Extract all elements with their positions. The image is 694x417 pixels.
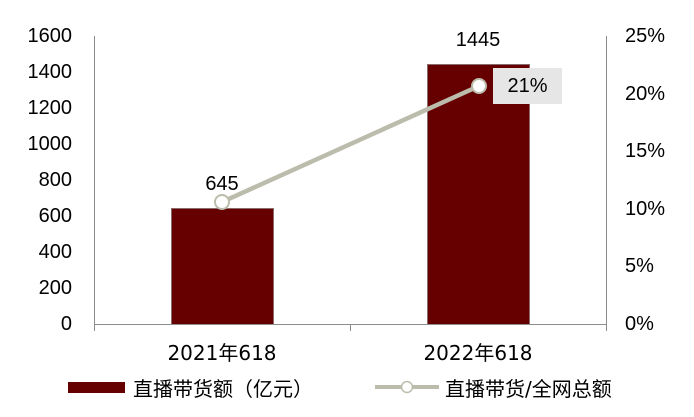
bar-label-2022: 1445 xyxy=(455,29,501,51)
right-tick-0: 0% xyxy=(625,313,654,335)
legend-bar-label: 直播带货额（亿元） xyxy=(133,376,313,401)
legend-line-marker-icon xyxy=(375,380,439,394)
left-tick-0: 0 xyxy=(60,313,72,335)
right-tick-25: 25% xyxy=(625,25,666,47)
left-tick-1200: 1200 xyxy=(27,97,73,119)
line-label-2022: 21% xyxy=(493,68,562,104)
legend-bar-swatch-icon xyxy=(68,381,125,393)
x-category-2021: 2021年618 xyxy=(167,341,277,365)
bar-2022-618 xyxy=(427,64,530,324)
left-tick-600: 600 xyxy=(38,205,72,227)
left-tick-400: 400 xyxy=(38,241,72,263)
x-category-2022: 2022年618 xyxy=(423,341,533,365)
line-marker-2021 xyxy=(214,194,230,210)
right-tick-5: 5% xyxy=(625,255,654,277)
bar-2021-618 xyxy=(171,208,274,324)
right-axis-line xyxy=(606,36,607,331)
x-axis-tick xyxy=(350,324,351,331)
legend-line-label: 直播带货/全网总额 xyxy=(445,376,612,401)
right-tick-10: 10% xyxy=(625,198,666,220)
left-tick-1400: 1400 xyxy=(27,61,73,83)
left-tick-1600: 1600 xyxy=(27,25,73,47)
right-tick-20: 20% xyxy=(625,83,666,105)
right-tick-15: 15% xyxy=(625,140,666,162)
legend-item-bar: 直播带货额（亿元） xyxy=(68,372,313,402)
line-marker-2022 xyxy=(471,78,487,94)
bar-label-2021: 645 xyxy=(205,173,239,195)
legend-item-line: 直播带货/全网总额 xyxy=(375,372,612,402)
left-tick-800: 800 xyxy=(38,169,72,191)
left-tick-1000: 1000 xyxy=(27,133,73,155)
left-tick-200: 200 xyxy=(38,277,72,299)
left-axis-line xyxy=(94,36,95,331)
